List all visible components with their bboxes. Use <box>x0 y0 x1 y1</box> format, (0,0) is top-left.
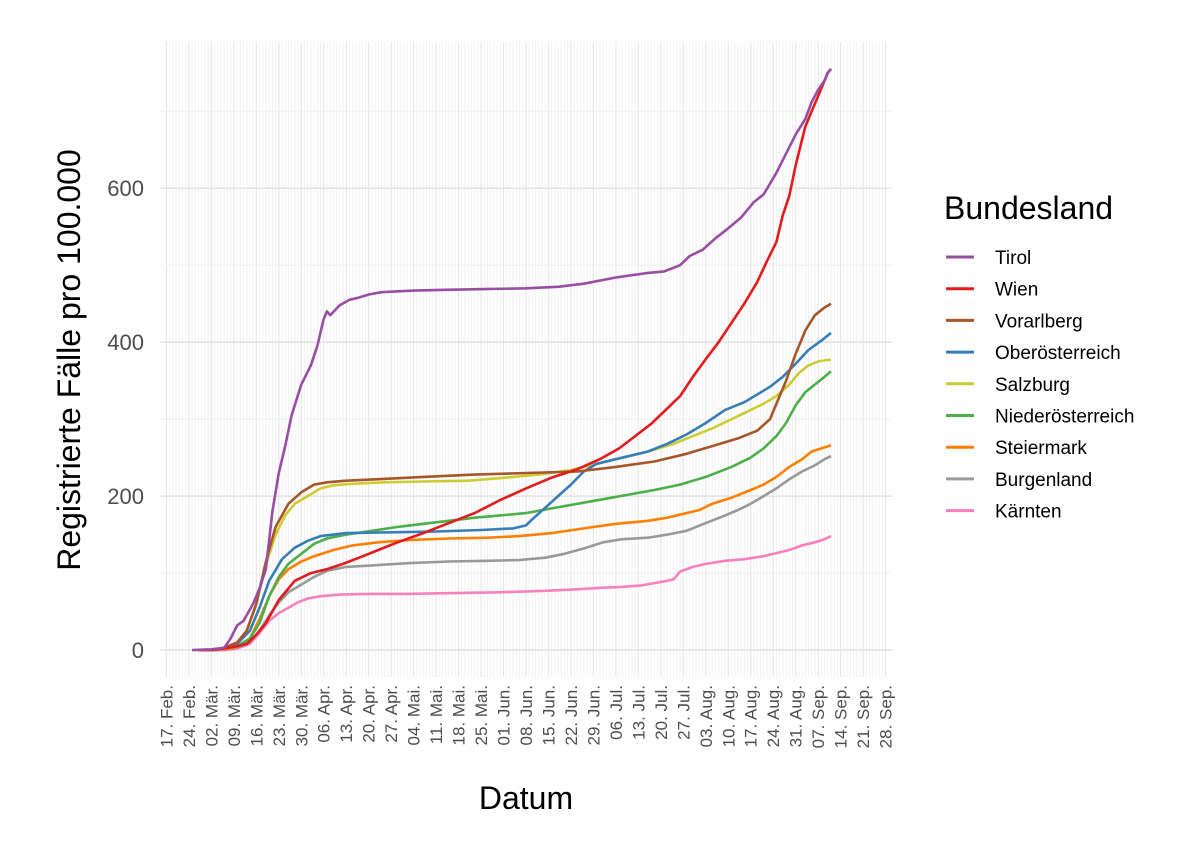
x-tick-label: 25. Mai. <box>472 685 491 745</box>
legend-label: Salzburg <box>995 375 1070 396</box>
x-axis-ticks: 17. Feb. 24. Feb. 02. Mär. 09. Mär. 16. Mär.… <box>157 685 895 748</box>
legend-label: Vorarlberg <box>995 311 1083 332</box>
y-tick-label: 600 <box>107 176 144 201</box>
x-tick-label: 03. Aug. <box>697 685 716 747</box>
gridlines-y <box>160 110 892 651</box>
x-tick-label: 29. Jun. <box>584 685 603 746</box>
x-tick-label: 11. Mai. <box>427 685 446 744</box>
x-tick-label: 17. Feb. <box>157 685 176 747</box>
x-tick-label: 20. Apr. <box>360 685 379 743</box>
y-axis-ticks: 0 200 400 600 <box>107 176 144 663</box>
series-line-wien <box>198 68 833 652</box>
x-tick-label: 21. Sep. <box>854 685 873 748</box>
y-axis-title: Registrierte Fälle pro 100.000 <box>51 149 87 571</box>
x-tick-label: 27. Apr. <box>382 685 401 743</box>
x-tick-label: 17. Aug. <box>742 685 761 747</box>
legend-label: Oberösterreich <box>995 343 1121 364</box>
x-tick-label: 04. Mai. <box>405 685 424 745</box>
legend-label: Burgenland <box>995 470 1092 491</box>
x-tick-label: 06. Apr. <box>315 685 334 743</box>
x-tick-label: 27. Jul. <box>674 685 693 740</box>
x-tick-label: 18. Mai. <box>450 685 469 745</box>
legend-label: Niederösterreich <box>995 407 1134 428</box>
series-line-oberösterreich <box>211 331 832 652</box>
x-tick-label: 22. Jun. <box>562 685 581 746</box>
x-tick-label: 24. Feb. <box>180 685 199 747</box>
x-tick-label: 16. Mär. <box>247 685 266 746</box>
x-tick-label: 09. Mär. <box>225 685 244 746</box>
x-tick-label: 01. Jun. <box>495 685 514 746</box>
x-axis-title: Datum <box>479 780 573 816</box>
minor-gridlines-x <box>169 42 883 677</box>
legend: Bundesland Tirol Wien Vorarlberg Oberösterr… <box>944 190 1134 523</box>
x-tick-label: 31. Aug. <box>787 685 806 747</box>
legend-label: Tirol <box>995 248 1031 269</box>
x-tick-label: 08. Jun. <box>517 685 536 746</box>
series-line-kärnten <box>211 534 832 652</box>
x-tick-label: 06. Jul. <box>607 685 626 740</box>
y-tick-label: 400 <box>107 330 144 355</box>
x-tick-label: 02. Mär. <box>202 685 221 746</box>
x-tick-label: 14. Sep. <box>832 685 851 748</box>
x-tick-label: 28. Sep. <box>877 685 896 748</box>
series-line-niederösterreich <box>211 370 832 652</box>
series-lines <box>192 68 833 652</box>
x-tick-label: 23. Mär. <box>270 685 289 746</box>
y-tick-label: 200 <box>107 484 144 509</box>
x-tick-label: 20. Jul. <box>652 685 671 740</box>
x-tick-label: 30. Mär. <box>292 685 311 746</box>
x-tick-label: 13. Jul. <box>629 685 648 740</box>
legend-label: Steiermark <box>995 438 1087 459</box>
x-tick-label: 07. Sep. <box>809 685 828 748</box>
series-line-tirol <box>192 68 833 652</box>
x-tick-label: 10. Aug. <box>719 685 738 747</box>
legend-items: Tirol Wien Vorarlberg Oberösterreich Salzbur… <box>946 248 1134 523</box>
x-tick-label: 24. Aug. <box>764 685 783 747</box>
legend-label: Wien <box>995 280 1038 301</box>
x-tick-label: 13. Apr. <box>337 685 356 743</box>
legend-label: Kärnten <box>995 502 1062 523</box>
y-tick-label: 0 <box>132 638 144 663</box>
legend-title: Bundesland <box>944 190 1113 226</box>
x-tick-label: 15. Jun. <box>539 685 558 746</box>
major-gridlines-x <box>165 42 887 677</box>
